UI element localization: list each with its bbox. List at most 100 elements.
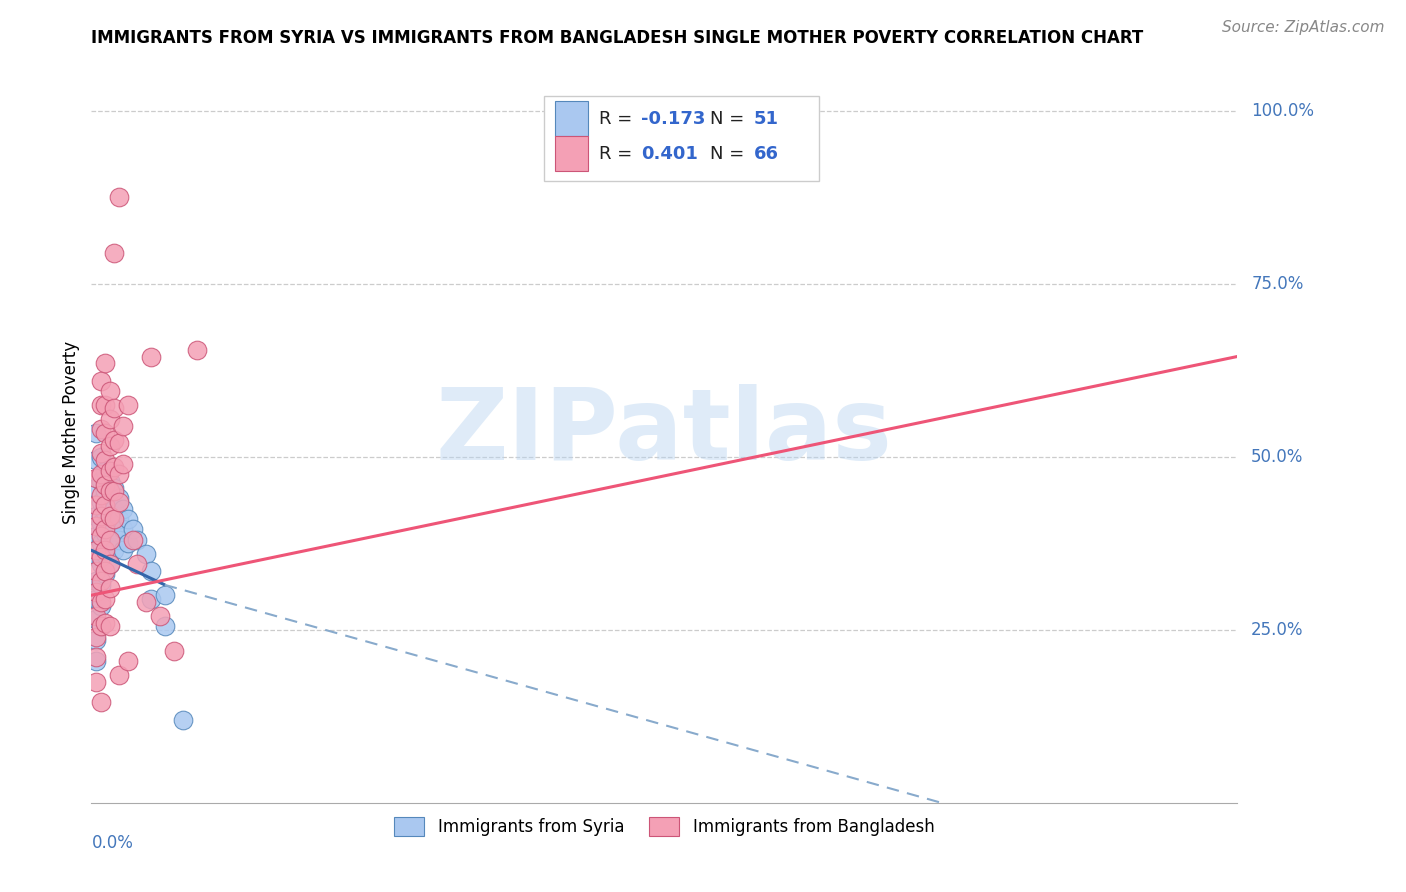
Point: [94, 564, 117, 578]
Point: [94, 477, 117, 491]
Point: [94, 398, 117, 412]
Point: [84, 633, 107, 648]
Point: [135, 595, 157, 609]
Point: [90, 495, 112, 509]
Point: [139, 350, 162, 364]
Point: [98, 533, 121, 547]
Point: [84, 470, 107, 484]
Point: [112, 418, 135, 433]
Text: 66: 66: [754, 145, 779, 162]
Point: [90, 696, 112, 710]
Point: [84, 453, 107, 467]
Point: [90, 446, 112, 460]
Point: [94, 498, 117, 512]
Point: [108, 667, 131, 681]
Text: 25.0%: 25.0%: [1251, 621, 1303, 639]
Point: [90, 599, 112, 613]
Point: [90, 595, 112, 609]
Point: [108, 495, 131, 509]
Point: [94, 591, 117, 606]
Text: N =: N =: [710, 111, 744, 128]
Point: [84, 591, 107, 606]
Bar: [555, 101, 588, 136]
Text: IMMIGRANTS FROM SYRIA VS IMMIGRANTS FROM BANGLADESH SINGLE MOTHER POVERTY CORREL: IMMIGRANTS FROM SYRIA VS IMMIGRANTS FROM…: [91, 29, 1143, 47]
Legend: Immigrants from Syria, Immigrants from Bangladesh: Immigrants from Syria, Immigrants from B…: [387, 809, 942, 845]
Point: [84, 674, 107, 689]
Point: [98, 411, 121, 425]
Point: [84, 584, 107, 599]
Point: [90, 488, 112, 502]
Point: [112, 501, 135, 516]
Point: [98, 384, 121, 398]
Point: [90, 619, 112, 633]
Point: [103, 501, 125, 516]
Point: [98, 440, 121, 454]
Text: R =: R =: [599, 145, 633, 162]
Point: [94, 567, 117, 582]
Point: [103, 460, 125, 475]
Point: [98, 536, 121, 550]
Point: [135, 547, 157, 561]
Point: [108, 190, 131, 204]
Point: [94, 615, 117, 630]
Point: [153, 619, 176, 633]
Point: [90, 422, 112, 436]
Point: [94, 543, 117, 558]
Point: [90, 467, 112, 482]
Point: [98, 582, 121, 596]
Point: [90, 557, 112, 571]
Point: [153, 588, 176, 602]
Point: [112, 523, 135, 537]
Point: [186, 343, 208, 357]
Point: [94, 523, 117, 537]
Point: [127, 557, 149, 571]
Point: [90, 619, 112, 633]
Point: [103, 484, 125, 499]
Point: [84, 550, 107, 565]
Point: [108, 436, 131, 450]
Point: [117, 536, 139, 550]
Point: [149, 609, 172, 624]
Point: [103, 245, 125, 260]
Point: [84, 425, 107, 440]
Point: [84, 498, 107, 512]
Point: [84, 481, 107, 495]
Point: [94, 547, 117, 561]
Text: 75.0%: 75.0%: [1251, 275, 1303, 293]
Point: [103, 543, 125, 558]
Text: 0.401: 0.401: [641, 145, 699, 162]
Point: [90, 529, 112, 543]
Point: [98, 495, 121, 509]
Point: [94, 356, 117, 370]
Point: [94, 425, 117, 440]
Point: [98, 464, 121, 478]
Point: [117, 512, 139, 526]
Point: [103, 523, 125, 537]
Point: [108, 512, 131, 526]
Point: [112, 457, 135, 471]
Point: [84, 650, 107, 665]
Point: [94, 484, 117, 499]
Point: [108, 533, 131, 547]
Point: [84, 612, 107, 626]
Point: [98, 516, 121, 530]
Point: [84, 574, 107, 589]
Point: [108, 491, 131, 506]
Point: [117, 654, 139, 668]
Point: [98, 557, 121, 571]
Point: [90, 536, 112, 550]
Text: 51: 51: [754, 111, 779, 128]
Point: [103, 481, 125, 495]
Point: [112, 543, 135, 558]
Point: [139, 591, 162, 606]
Point: [84, 609, 107, 624]
Point: [98, 508, 121, 523]
Point: [90, 550, 112, 565]
Point: [90, 574, 112, 589]
Point: [121, 533, 143, 547]
Point: [84, 564, 107, 578]
Point: [98, 557, 121, 571]
Point: [84, 543, 107, 558]
Text: ZIPatlas: ZIPatlas: [436, 384, 893, 481]
Point: [117, 398, 139, 412]
